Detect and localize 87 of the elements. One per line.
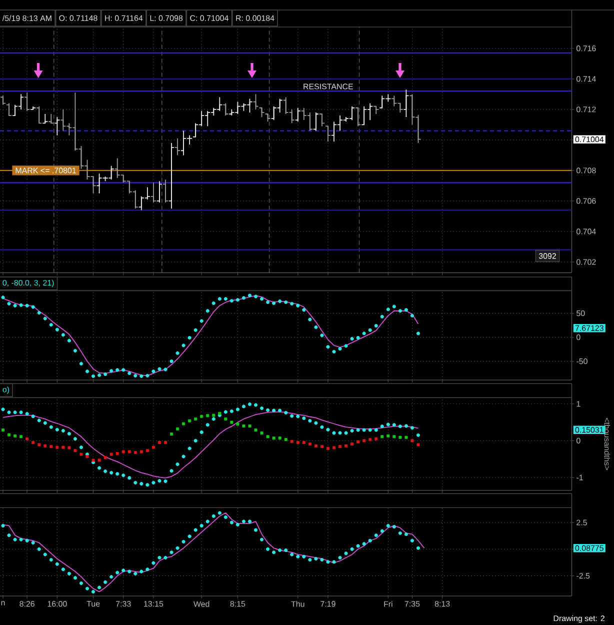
point (86, 455, 89, 458)
point (224, 417, 228, 420)
point (242, 424, 246, 428)
point (386, 434, 390, 438)
candlestick (319, 114, 324, 127)
point (260, 431, 264, 434)
point (38, 443, 41, 446)
point (20, 435, 23, 438)
point (182, 422, 186, 426)
point (380, 435, 384, 438)
point (14, 434, 17, 438)
point (398, 436, 402, 439)
candlestick (0, 95, 6, 106)
point (374, 437, 378, 440)
point (68, 446, 71, 450)
point (134, 450, 137, 454)
point (350, 442, 354, 446)
candlestick (150, 182, 156, 203)
point (200, 414, 204, 418)
point (284, 438, 288, 442)
candlestick (24, 92, 30, 112)
point (368, 438, 372, 442)
point (32, 441, 35, 444)
point (98, 458, 101, 462)
point (392, 435, 396, 438)
point (266, 435, 270, 438)
point (338, 445, 342, 448)
point (320, 445, 324, 448)
point (128, 450, 131, 454)
point (116, 452, 119, 456)
candlestick (325, 126, 330, 142)
candlestick (223, 102, 228, 116)
candlestick (36, 106, 42, 124)
point (140, 450, 143, 454)
candlestick (6, 102, 12, 116)
point (50, 445, 53, 448)
point (416, 443, 420, 446)
point (278, 436, 282, 440)
candlestick (356, 107, 361, 127)
point (74, 449, 77, 452)
point (296, 441, 300, 444)
point (410, 439, 414, 442)
point (302, 441, 306, 444)
point (290, 440, 294, 443)
point (230, 420, 234, 424)
point (308, 442, 312, 446)
candlestick (54, 116, 60, 136)
point (122, 450, 125, 454)
point (44, 444, 47, 448)
point (248, 424, 252, 428)
candlestick (175, 138, 180, 156)
candlestick (162, 179, 168, 203)
point (158, 441, 161, 444)
point (362, 439, 366, 442)
point (56, 446, 59, 449)
point (176, 427, 180, 430)
point (314, 444, 318, 448)
point (344, 444, 348, 448)
point (404, 436, 408, 439)
point (146, 449, 149, 452)
point (332, 446, 336, 450)
candlestick (295, 107, 300, 122)
point (326, 446, 330, 450)
point (212, 414, 216, 417)
point (26, 437, 29, 440)
point (218, 412, 222, 415)
point (206, 414, 210, 418)
point (170, 432, 174, 436)
point (356, 440, 360, 444)
point (272, 436, 276, 440)
point (80, 452, 83, 456)
point (92, 458, 95, 462)
point (164, 441, 167, 444)
point (110, 452, 113, 456)
point (152, 446, 155, 449)
point (188, 419, 192, 422)
candlestick (156, 180, 162, 203)
point (194, 417, 198, 420)
point (254, 428, 258, 432)
candlestick (48, 114, 54, 124)
point (104, 456, 107, 460)
point (2, 428, 5, 432)
candlestick (42, 114, 48, 124)
point (236, 422, 240, 426)
point (8, 433, 11, 436)
point (62, 446, 65, 449)
candlestick (313, 112, 318, 132)
